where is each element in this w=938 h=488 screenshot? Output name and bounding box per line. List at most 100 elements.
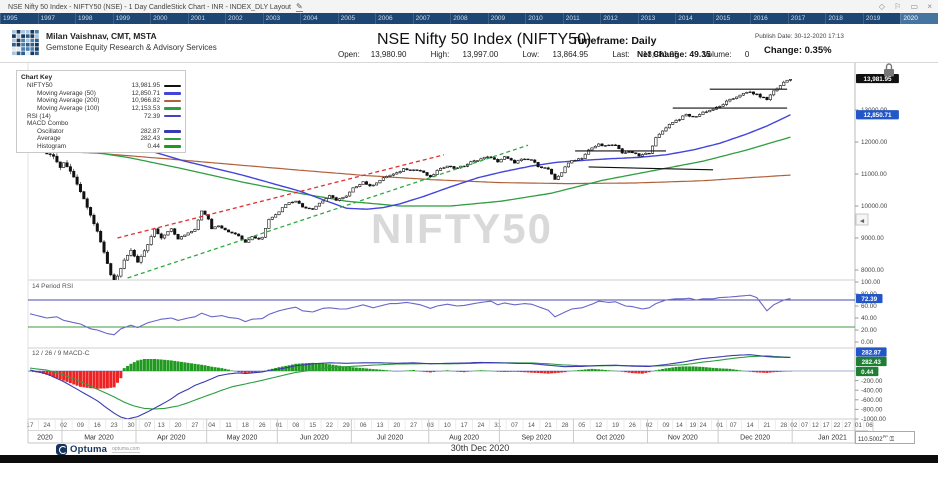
- macd-histogram-bar: [132, 362, 136, 371]
- year-item-2012[interactable]: 2012: [600, 13, 638, 24]
- candle-body: [358, 184, 362, 187]
- candle-body: [455, 167, 459, 169]
- year-item-2002[interactable]: 2002: [225, 13, 263, 24]
- year-item-2007[interactable]: 2007: [412, 13, 451, 24]
- year-item-2018[interactable]: 2018: [825, 13, 863, 24]
- macd-histogram-bar: [620, 371, 624, 372]
- year-item-2008[interactable]: 2008: [450, 13, 488, 24]
- macd-signal-line: [29, 355, 791, 410]
- macd-histogram-bar: [324, 363, 328, 371]
- candle-body: [698, 114, 702, 117]
- edit-layout-icon[interactable]: ✎: [295, 2, 303, 12]
- scale-lock-icon[interactable]: [884, 63, 894, 77]
- macd-average-badge: [856, 356, 887, 367]
- candle-body: [250, 236, 254, 241]
- year-item-2013[interactable]: 2013: [637, 13, 676, 24]
- year-item-1997[interactable]: 1997: [37, 13, 76, 24]
- year-item-2009[interactable]: 2009: [487, 13, 526, 24]
- year-item-1995[interactable]: 1995: [0, 13, 38, 24]
- year-item-2020[interactable]: 2020: [900, 13, 938, 24]
- candle-body: [398, 171, 402, 174]
- candle-body: [597, 143, 601, 147]
- macd-panel[interactable]: [28, 354, 792, 419]
- svg-text:◀: ◀: [860, 219, 865, 225]
- candle-body: [610, 144, 614, 146]
- year-item-2011[interactable]: 2011: [562, 13, 601, 24]
- candle-body: [280, 207, 284, 213]
- x-axis-day-tick: 09: [663, 422, 670, 429]
- macd-histogram-bar: [593, 369, 597, 371]
- macd-histogram-bar: [31, 371, 35, 372]
- ma200-line: [29, 149, 791, 185]
- macd-histogram-bar: [75, 371, 79, 386]
- macd-histogram-bar: [550, 371, 554, 374]
- candle-body: [48, 153, 52, 155]
- legend-row-macd-combo[interactable]: MACD Combo: [27, 120, 69, 128]
- pin-icon[interactable]: ⚐: [894, 2, 902, 11]
- candle-body: [186, 232, 190, 236]
- legend-row-ma50[interactable]: Moving Average (50) 12,850.71: [17, 90, 185, 98]
- legend-row-histogram[interactable]: Histogram 0.44: [17, 143, 185, 151]
- support-resistance-line[interactable]: [588, 166, 714, 171]
- axis-scale-box[interactable]: 110.5002PP ⚿: [855, 431, 915, 444]
- candle-body: [294, 200, 298, 203]
- candle-body: [136, 255, 140, 263]
- shape-tool-icon[interactable]: ◇: [878, 2, 885, 11]
- candle-body: [580, 158, 584, 160]
- legend-row-ma200[interactable]: Moving Average (200) 10,966.82: [17, 97, 185, 105]
- macd-histogram-bar: [640, 371, 644, 374]
- macd-histogram-bar: [186, 362, 190, 371]
- legend-row-nifty50[interactable]: NIFTY50 13,981.95: [17, 82, 185, 90]
- optuma-site-link[interactable]: optuma.com: [112, 445, 140, 453]
- years-range-bar[interactable]: 1995 1997 1998 1999 2000 2001 2002 2003 2004 2005…: [0, 13, 938, 24]
- year-item-2019[interactable]: 2019: [862, 13, 901, 24]
- candle-body: [274, 214, 278, 218]
- macd-histogram-bar: [119, 371, 123, 379]
- legend-row-average[interactable]: Average 282.43: [17, 135, 185, 143]
- macd-histogram-bar: [600, 369, 604, 371]
- year-item-2006[interactable]: 2006: [375, 13, 413, 24]
- close-icon[interactable]: ×: [927, 2, 932, 11]
- candle-body: [227, 229, 231, 233]
- trendline[interactable]: [127, 144, 529, 279]
- year-item-2000[interactable]: 2000: [150, 13, 188, 24]
- year-item-2017[interactable]: 2017: [787, 13, 826, 24]
- year-item-2010[interactable]: 2010: [525, 13, 563, 24]
- x-axis-day-tick: 02: [790, 422, 797, 429]
- x-axis-day-tick: 23: [111, 422, 118, 429]
- legend-row-rsi[interactable]: RSI (14) 72.39: [17, 112, 185, 120]
- year-item-2004[interactable]: 2004: [300, 13, 338, 24]
- candle-body: [408, 169, 412, 171]
- year-item-2003[interactable]: 2003: [262, 13, 301, 24]
- year-item-1999[interactable]: 1999: [112, 13, 151, 24]
- legend-row-ma100[interactable]: Moving Average (100) 12,153.53: [17, 105, 185, 113]
- x-axis-day-tick: 01: [716, 422, 723, 429]
- rsi-panel[interactable]: [29, 294, 791, 336]
- candle-body: [573, 160, 577, 162]
- year-item-2016[interactable]: 2016: [750, 13, 788, 24]
- panel-resize-button[interactable]: ◀: [855, 213, 869, 226]
- candle-body: [768, 94, 772, 100]
- year-item-2001[interactable]: 2001: [187, 13, 226, 24]
- macd-histogram-bar: [728, 368, 732, 371]
- macd-histogram-bar: [294, 363, 298, 371]
- candle-body: [62, 162, 66, 168]
- legend-row-oscillator[interactable]: Oscillator 282.87: [17, 128, 185, 136]
- candle-body: [657, 133, 661, 138]
- candle-body: [560, 172, 564, 177]
- year-item-2014[interactable]: 2014: [675, 13, 713, 24]
- macd-histogram-bar: [533, 371, 537, 373]
- year-item-2005[interactable]: 2005: [337, 13, 376, 24]
- year-item-2015[interactable]: 2015: [712, 13, 751, 24]
- rsi-line: [29, 294, 791, 336]
- trendline[interactable]: [117, 154, 445, 239]
- year-item-1998[interactable]: 1998: [75, 13, 113, 24]
- macd-histogram-bar: [462, 371, 466, 373]
- candle-body: [523, 158, 527, 161]
- maximize-icon[interactable]: ▭: [910, 2, 919, 11]
- macd-histogram-bar: [169, 360, 173, 371]
- macd-histogram-bar: [385, 370, 389, 371]
- candle-body: [492, 157, 496, 160]
- x-axis-month-label: Sep 2020: [521, 435, 551, 442]
- candle-body: [260, 236, 264, 240]
